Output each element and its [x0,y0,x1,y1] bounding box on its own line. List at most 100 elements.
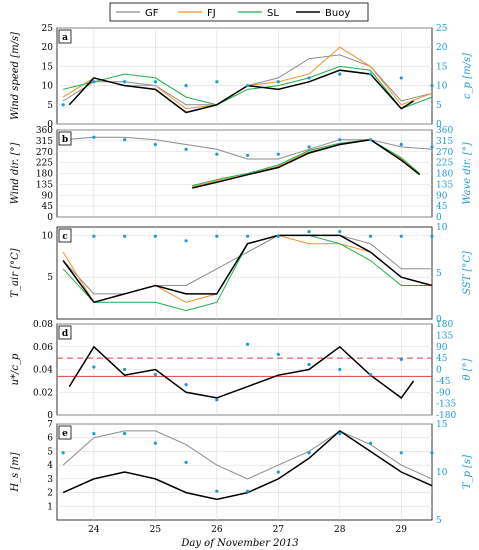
y-tick-label: 0 [47,213,53,223]
y-right-tick-label: 315 [436,137,453,147]
panel-letter-box [58,29,72,44]
y-right-tick-label: 45 [436,354,448,364]
dot-point [276,470,280,474]
dot-point [153,234,157,238]
dot-point [307,230,311,234]
dot-point [399,234,403,238]
y-axis-label-right: θ [°] [462,358,473,380]
y-right-tick-label: 10 [436,468,448,478]
dot-point [245,84,250,88]
dot-point [92,80,96,84]
y-right-tick-label: 270 [436,148,453,158]
y-axis-label-right: c_p [m/s] [462,53,473,99]
legend-label-buoy: Buoy [325,8,350,19]
dot-point [215,398,219,402]
x-tick-label: 24 [88,525,100,535]
dot-point [123,432,127,436]
dot-point [184,239,188,243]
dot-point [307,76,311,80]
y-right-tick-label: 0 [436,213,442,223]
panel-letter: a [62,33,68,43]
panel-b: 0459013518022527031536004590135180225270… [10,126,473,223]
y-right-tick-label: 5 [436,101,442,111]
series-line-buoy [62,234,433,304]
panel-letter: e [62,429,68,439]
dot-point [123,234,127,238]
dot-point [338,230,342,234]
y-right-tick-label: 10 [436,223,448,233]
series-line-sl [192,139,421,187]
x-tick-label: 25 [150,525,162,535]
y-right-tick-label: 5 [436,516,442,526]
y-tick-label: 0 [47,411,53,421]
y-right-tick-label: 20 [436,43,448,53]
dot-point [61,103,65,107]
y-right-tick-label: 0 [436,366,442,376]
dot-point [153,372,157,377]
dot-point [245,489,250,493]
y-tick-label: 5 [47,447,53,457]
y-right-tick-label: -45 [436,377,451,387]
y-right-tick-label: 15 [436,420,448,430]
y-right-tick-label: 5 [436,269,442,279]
dot-point [368,72,373,76]
dot-point [338,72,342,76]
dot-point [276,80,280,84]
legend-label-sl: SL [267,8,279,19]
dot-point [245,342,250,346]
dot-point [153,441,157,445]
y-tick-label: 3 [47,475,53,485]
dot-point [123,80,127,84]
panel-letter: c [62,232,68,242]
y-axis-label-left: u*/c_p [10,353,21,385]
y-tick-label: 0 [47,120,53,130]
panel-letter-box [58,425,72,440]
dot-point [276,234,280,238]
y-axis-label-right: Wave dir. [°] [462,142,473,205]
dot-point [184,147,188,151]
y-axis-label-left: Wind speed [m/s] [10,32,21,120]
x-tick-label: 27 [273,525,285,535]
panel-e: 1 2 3 4 5 6 7 5 10 15 e H_s [m] T_p [s] [10,420,473,526]
dot-point [184,383,188,387]
y-tick-label: 2 [47,489,53,499]
panel-letter: d [62,329,69,339]
dot-point [184,84,188,88]
dot-point [368,138,373,142]
y-right-tick-label: 15 [436,62,448,72]
y-tick-label: 0.02 [33,388,53,398]
dot-point [430,84,434,88]
series-line-sl [62,65,433,110]
y-tick-label: 360 [36,126,53,136]
y-tick-label: 4 [47,461,53,471]
y-tick-label: 180 [36,170,53,180]
x-tick-label: 29 [396,525,408,535]
y-tick-label: 0.08 [33,320,53,330]
panel-frame [56,226,433,320]
y-tick-label: 0.04 [33,366,53,376]
y-axis-label-right: SST [°C] [462,251,473,295]
y-right-tick-label: -180 [436,411,456,421]
y-tick-label: 5 [47,101,53,111]
panel-letter-box [58,131,72,146]
y-tick-label: 25 [42,24,54,34]
y-right-tick-label: 10 [436,82,448,92]
legend-label-fj: FJ [207,8,216,19]
x-axis-label: Day of November 2013 [180,538,298,549]
dot-point [215,489,219,493]
y-axis-label-right: T_p [s] [462,455,473,489]
y-tick-label: 15 [42,62,54,72]
dot-point [184,460,188,464]
y-tick-label: 135 [36,180,53,190]
y-right-tick-label: 90 [436,343,448,353]
dot-point [153,142,157,147]
y-right-tick-label: 90 [436,191,448,201]
y-right-tick-label: 135 [436,180,453,190]
dot-point [245,234,250,238]
dot-point [276,352,280,356]
y-tick-label: 225 [36,159,53,169]
dot-point [368,372,373,377]
dot-point [215,152,219,156]
